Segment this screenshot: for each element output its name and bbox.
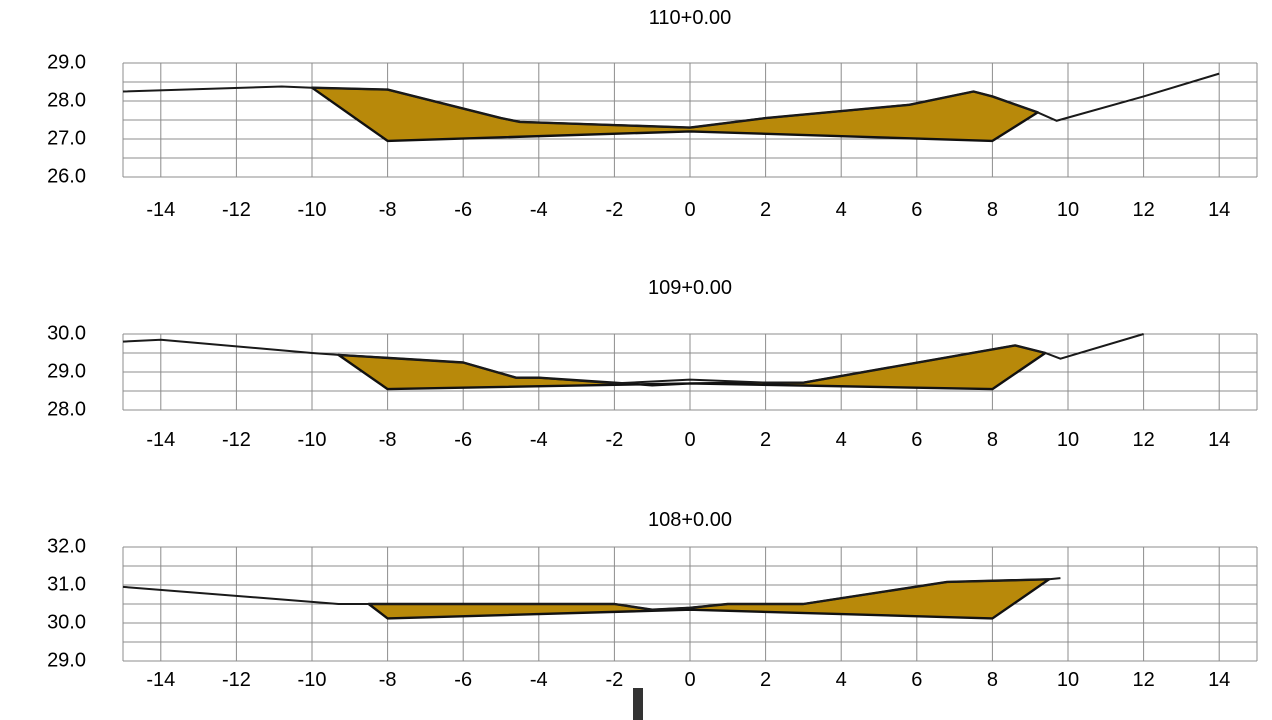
x-tick-label: 2 [760, 199, 771, 221]
x-tick-label: 4 [836, 429, 847, 451]
x-tick-label: 0 [684, 669, 695, 691]
plot-grid [123, 63, 1257, 177]
x-tick-label: 2 [760, 429, 771, 451]
x-tick-label: -14 [146, 429, 175, 451]
x-tick-label: -14 [146, 669, 175, 691]
x-tick-label: 6 [911, 429, 922, 451]
x-tick-label: -10 [298, 429, 327, 451]
x-tick-label: -8 [379, 669, 397, 691]
x-tick-label: 14 [1208, 429, 1230, 451]
x-tick-label: 8 [987, 429, 998, 451]
cross-section-chart: 109+0.00 30.0 29.0 28.0 -14 -12 -10 -8 -6 -4 -2 0 2 4… [47, 277, 1257, 451]
x-tick-label: -14 [146, 199, 175, 221]
x-tick-label: -10 [298, 669, 327, 691]
x-tick-label: -10 [298, 199, 327, 221]
x-tick-label: 12 [1132, 669, 1154, 691]
plot-grid [123, 334, 1257, 410]
chart-title: 110+0.00 [649, 7, 732, 29]
x-tick-label: -4 [530, 669, 548, 691]
y-tick-label: 26.0 [47, 165, 86, 187]
cut-fill-area [338, 345, 1045, 389]
y-tick-label: 28.0 [47, 89, 86, 111]
x-tick-label: 0 [684, 429, 695, 451]
cross-section-chart: 108+0.00 32.0 31.0 30.0 29.0 -14 -12 -10 -8 -6 -4 -… [47, 509, 1257, 691]
x-tick-label: -2 [606, 669, 624, 691]
x-tick-label: -2 [606, 429, 624, 451]
y-tick-label: 28.0 [47, 398, 86, 420]
x-tick-label: 2 [760, 669, 771, 691]
x-tick-label: 10 [1057, 429, 1079, 451]
x-tick-label: 6 [911, 669, 922, 691]
x-tick-label: 14 [1208, 199, 1230, 221]
x-tick-label: 10 [1057, 199, 1079, 221]
cut-fill-area [312, 88, 1038, 141]
x-tick-label: 12 [1132, 429, 1154, 451]
x-tick-label: 4 [836, 669, 847, 691]
x-tick-label: 8 [987, 669, 998, 691]
y-tick-label: 30.0 [47, 611, 86, 633]
y-tick-label: 30.0 [47, 322, 86, 344]
x-tick-label: -6 [454, 669, 472, 691]
x-tick-label: -12 [222, 429, 251, 451]
x-tick-label: -2 [606, 199, 624, 221]
x-tick-label: 6 [911, 199, 922, 221]
y-tick-label: 29.0 [47, 360, 86, 382]
x-tick-label: -4 [530, 429, 548, 451]
x-tick-label: -8 [379, 199, 397, 221]
y-tick-label: 32.0 [47, 535, 86, 557]
x-tick-label: -12 [222, 199, 251, 221]
cross-section-chart: 110+0.00 29.0 28.0 27.0 26.0 -14 -12 -10 -8 -6 -4 -… [47, 7, 1257, 221]
x-tick-label: -12 [222, 669, 251, 691]
plot-grid [123, 547, 1257, 661]
x-tick-label: 4 [836, 199, 847, 221]
chart-title: 108+0.00 [648, 509, 732, 531]
x-tick-label: 14 [1208, 669, 1230, 691]
x-tick-label: 8 [987, 199, 998, 221]
y-tick-label: 29.0 [47, 51, 86, 73]
x-tick-label: -4 [530, 199, 548, 221]
x-tick-label: -6 [454, 199, 472, 221]
y-tick-label: 27.0 [47, 127, 86, 149]
y-tick-label: 29.0 [47, 649, 86, 671]
x-tick-label: -8 [379, 429, 397, 451]
cursor-marker [633, 688, 643, 720]
x-tick-label: -6 [454, 429, 472, 451]
x-tick-label: 10 [1057, 669, 1079, 691]
chart-title: 109+0.00 [648, 277, 732, 299]
y-tick-label: 31.0 [47, 573, 86, 595]
x-tick-label: 0 [684, 199, 695, 221]
cross-section-charts: 110+0.00 29.0 28.0 27.0 26.0 -14 -12 -10 -8 -6 -4 -… [47, 7, 1257, 691]
x-tick-label: 12 [1132, 199, 1154, 221]
